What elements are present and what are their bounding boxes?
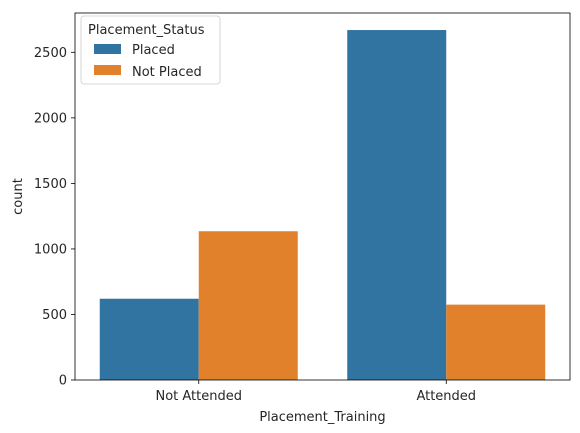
y-axis-label: count xyxy=(11,178,26,215)
bar-placed-not-attended xyxy=(99,298,199,380)
x-tick-label: Attended xyxy=(416,389,476,404)
legend-label-placed: Placed xyxy=(132,43,175,58)
y-tick-label: 0 xyxy=(59,374,67,389)
x-tick-label: Not Attended xyxy=(155,389,242,404)
bar-not-placed-not-attended xyxy=(198,231,298,380)
y-tick-label: 1500 xyxy=(34,177,67,192)
legend-title: Placement_Status xyxy=(88,23,205,38)
plot-frame xyxy=(74,12,571,381)
y-tick-label: 2000 xyxy=(34,111,67,126)
x-axis-label: Placement_Training xyxy=(259,410,385,425)
y-tick-label: 500 xyxy=(42,308,67,323)
bar-placed-attended xyxy=(347,30,447,381)
legend: Placement_Status Placed Not Placed xyxy=(80,15,221,85)
bar-not-placed-attended xyxy=(446,304,546,380)
y-tick-label: 2500 xyxy=(34,46,67,61)
legend-swatch-placed xyxy=(94,44,121,54)
axes-layer: Not Attended Attended 0 500 1000 1500 2000 2500 xyxy=(34,46,476,404)
y-tick-label: 1000 xyxy=(34,242,67,257)
bars-layer xyxy=(99,30,546,381)
legend-swatch-not-placed xyxy=(94,65,121,75)
legend-label-not-placed: Not Placed xyxy=(132,65,202,80)
